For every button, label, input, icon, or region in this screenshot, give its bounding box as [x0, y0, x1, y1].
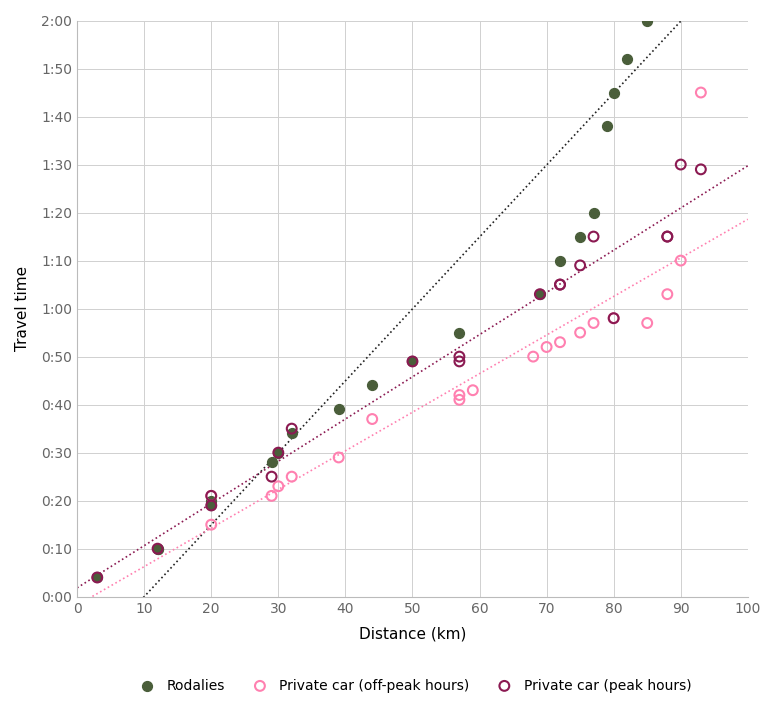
Private car (peak hours) — [661, 231, 674, 243]
Rodalies — [205, 495, 217, 506]
Private car (peak hours) — [534, 288, 546, 299]
Private car (off-peak hours) — [540, 342, 553, 353]
Legend: Rodalies, Private car (off-peak hours), Private car (peak hours): Rodalies, Private car (off-peak hours), … — [133, 678, 691, 692]
Rodalies — [205, 500, 217, 511]
Rodalies — [286, 428, 298, 439]
Private car (peak hours) — [554, 279, 566, 290]
Private car (peak hours) — [453, 356, 466, 367]
Private car (off-peak hours) — [695, 87, 707, 98]
Private car (off-peak hours) — [205, 519, 217, 530]
Private car (off-peak hours) — [265, 490, 278, 501]
Rodalies — [534, 288, 546, 299]
Rodalies — [641, 15, 653, 26]
Private car (off-peak hours) — [674, 255, 687, 266]
Private car (off-peak hours) — [272, 481, 285, 492]
Rodalies — [654, 0, 667, 2]
Y-axis label: Travel time: Travel time — [15, 266, 30, 352]
Rodalies — [91, 572, 103, 583]
Private car (off-peak hours) — [453, 389, 466, 401]
Private car (off-peak hours) — [453, 394, 466, 406]
Private car (off-peak hours) — [286, 471, 298, 482]
Private car (off-peak hours) — [608, 313, 620, 324]
Private car (off-peak hours) — [554, 337, 566, 348]
Private car (off-peak hours) — [527, 351, 539, 362]
Private car (peak hours) — [205, 490, 217, 501]
Rodalies — [554, 255, 566, 266]
Private car (peak hours) — [661, 231, 674, 243]
Rodalies — [608, 87, 620, 98]
Rodalies — [151, 543, 164, 554]
Private car (off-peak hours) — [466, 385, 479, 396]
Private car (peak hours) — [554, 279, 566, 290]
Private car (off-peak hours) — [661, 288, 674, 299]
Rodalies — [601, 120, 613, 131]
Rodalies — [151, 543, 164, 554]
Rodalies — [621, 53, 633, 65]
Private car (peak hours) — [91, 572, 103, 583]
Private car (peak hours) — [286, 423, 298, 434]
Private car (off-peak hours) — [205, 490, 217, 501]
Private car (peak hours) — [608, 313, 620, 324]
Private car (peak hours) — [272, 447, 285, 458]
Rodalies — [574, 231, 587, 243]
Private car (peak hours) — [265, 471, 278, 482]
Private car (off-peak hours) — [332, 452, 345, 463]
Private car (peak hours) — [695, 164, 707, 175]
Rodalies — [272, 447, 285, 458]
X-axis label: Distance (km): Distance (km) — [359, 626, 466, 642]
Private car (off-peak hours) — [641, 317, 653, 328]
Rodalies — [587, 207, 600, 218]
Private car (peak hours) — [674, 159, 687, 170]
Rodalies — [332, 404, 345, 415]
Private car (peak hours) — [151, 543, 164, 554]
Private car (peak hours) — [587, 231, 600, 243]
Rodalies — [407, 356, 419, 367]
Private car (peak hours) — [205, 500, 217, 511]
Rodalies — [366, 380, 379, 391]
Private car (peak hours) — [453, 351, 466, 362]
Private car (peak hours) — [574, 259, 587, 271]
Rodalies — [265, 457, 278, 468]
Private car (off-peak hours) — [587, 317, 600, 328]
Rodalies — [453, 327, 466, 338]
Private car (off-peak hours) — [574, 327, 587, 338]
Private car (peak hours) — [407, 356, 419, 367]
Private car (off-peak hours) — [366, 413, 379, 425]
